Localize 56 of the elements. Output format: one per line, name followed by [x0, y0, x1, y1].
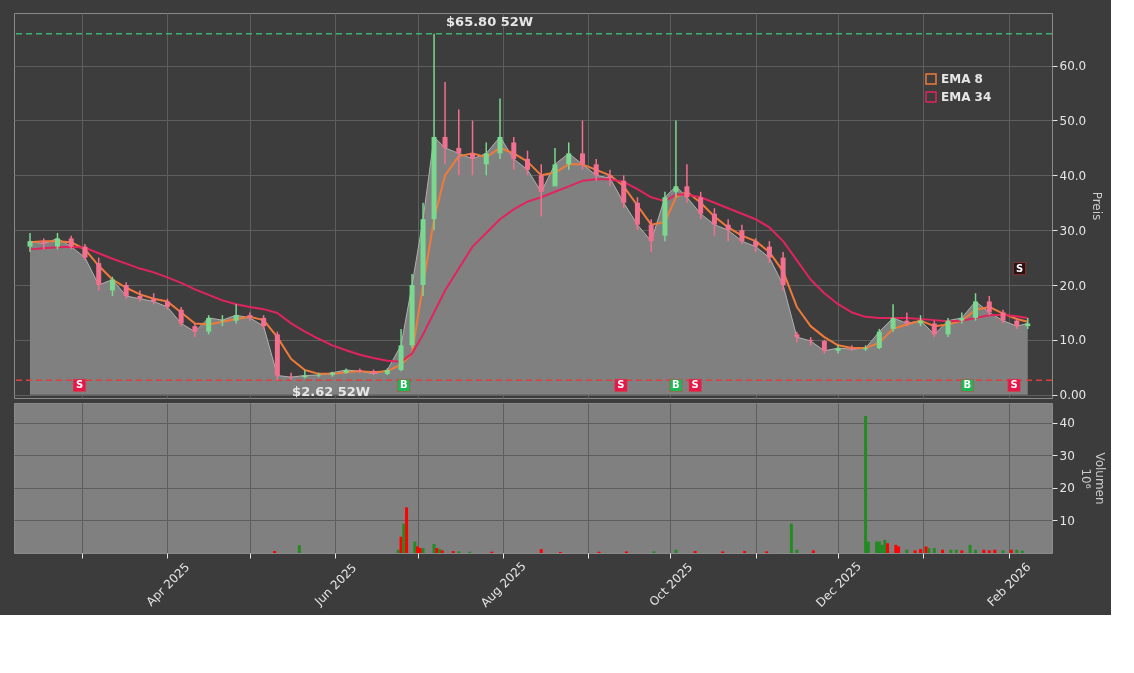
y-tick-label: 20: [1059, 481, 1075, 496]
data-label: B: [400, 379, 408, 391]
y-tick-label: 20.0: [1059, 278, 1087, 293]
bar: [894, 544, 898, 553]
bar: [883, 539, 887, 553]
annotation: $65.80 52W: [446, 13, 534, 29]
bar: [674, 549, 678, 553]
bar: [402, 523, 406, 553]
data-label: S: [1015, 262, 1024, 274]
bar: [1009, 549, 1013, 553]
y-tick-label: 10.0: [1059, 333, 1087, 348]
data-label: S: [1010, 379, 1018, 391]
bar: [864, 416, 868, 553]
bar: [1015, 549, 1019, 553]
bar: [993, 549, 997, 553]
data-label: B: [963, 379, 972, 391]
bar: [960, 550, 964, 553]
y-axis-title: Preis: [1090, 191, 1105, 221]
bar: [932, 548, 936, 553]
bar: [897, 546, 901, 553]
bar: [811, 550, 815, 553]
bar: [905, 549, 909, 553]
data-label: S: [617, 379, 625, 391]
bar: [954, 549, 958, 553]
bar: [795, 549, 799, 553]
legend-label: EMA 34: [941, 90, 992, 104]
bar: [913, 550, 917, 553]
annotation: $2.62 52W: [292, 384, 371, 400]
bar: [987, 550, 991, 553]
legend-label: EMA 8: [941, 72, 983, 86]
y-tick-label: 10: [1059, 513, 1075, 528]
y-tick-label: 40: [1059, 416, 1075, 431]
y-tick-label: 30.0: [1059, 223, 1087, 238]
bar: [949, 549, 953, 553]
bar: [919, 549, 923, 553]
bar: [886, 543, 890, 553]
y-tick-label: 0.00: [1059, 388, 1087, 403]
data-label: S: [691, 379, 699, 391]
y-tick-label: 50.0: [1059, 113, 1087, 128]
y-tick-label: 40.0: [1059, 168, 1087, 183]
bar: [297, 545, 301, 553]
bar: [789, 523, 793, 553]
y-tick-label: 30: [1059, 448, 1075, 463]
bar: [968, 544, 972, 553]
y-axis-title: Volumen 10⁶: [1078, 452, 1107, 505]
bar: [405, 507, 409, 553]
bar: [396, 549, 400, 553]
bar: [1001, 550, 1005, 553]
y-tick-label: 60.0: [1059, 59, 1087, 74]
data-label: B: [672, 379, 680, 391]
bar: [941, 549, 945, 553]
bar: [982, 549, 986, 553]
bar: [539, 549, 543, 553]
bar: [413, 541, 417, 553]
bar: [974, 549, 978, 553]
data-label: S: [75, 379, 84, 391]
